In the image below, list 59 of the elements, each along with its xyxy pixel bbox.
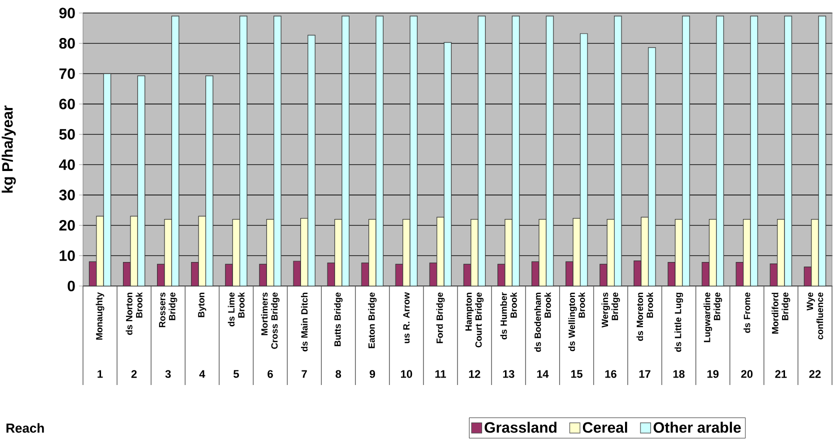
y-tick-label: 10 <box>60 250 75 261</box>
x-tick-label: Eaton Bridge <box>368 292 377 348</box>
text: 2 <box>131 370 137 378</box>
x-tick-label: ds Little Lugg <box>674 292 684 352</box>
text: Reach <box>6 423 44 433</box>
y-tick-label: 40 <box>59 159 75 170</box>
y-axis-title: kg P/ha/year <box>2 106 16 193</box>
text: 20 <box>741 370 753 378</box>
text: 12 <box>469 370 480 378</box>
text: 8 <box>336 370 342 378</box>
text: 6 <box>268 370 273 378</box>
text: 14 <box>537 370 549 378</box>
text: 17 <box>639 370 650 378</box>
y-tick-label: 60 <box>59 98 75 110</box>
text: 16 <box>605 370 616 378</box>
text: 15 <box>571 370 582 378</box>
x-tick-label: Wergins Bridge <box>601 292 620 328</box>
text: 9 <box>370 370 376 378</box>
x-tick-label: ds Wellington Brook <box>568 292 585 352</box>
x-tick-label: Ford Bridge <box>436 292 445 344</box>
y-tick-label: 80 <box>59 38 75 49</box>
y-tick-label: 70 <box>59 68 75 79</box>
text: 11 <box>435 370 446 378</box>
x-tick-label: ds Main Ditch <box>300 292 308 352</box>
y-tick-label: 50 <box>59 129 75 140</box>
x-tick-label: Wye confluence <box>806 292 824 340</box>
text: 4 <box>199 370 206 378</box>
text: 7 <box>302 370 307 378</box>
x-tick-label: ds Frome <box>744 292 750 333</box>
text: 1 <box>98 370 103 378</box>
x-tick-label: us R. Arrow <box>403 292 410 344</box>
y-tick-label: 30 <box>59 190 75 200</box>
x-tick-label: Byton <box>198 292 206 318</box>
text: 13 <box>503 370 514 378</box>
x-tick-label: ds Lime Brook <box>228 292 245 326</box>
text: 5 <box>233 370 239 378</box>
x-tick-label: Hampton Court Bridge <box>465 292 484 348</box>
text: 21 <box>775 370 787 378</box>
legend-label: Cereal <box>582 422 628 433</box>
x-tick-label: ds Bodenham Brook <box>534 292 551 352</box>
y-tick-label: 90 <box>59 8 75 18</box>
y-tick-label: 0 <box>68 280 75 292</box>
x-tick-label: ds Moreton Brook <box>636 292 654 341</box>
x-tick-label: Butts Bridge <box>334 292 343 346</box>
x-tick-label: ds Humber Brook <box>500 292 517 340</box>
x-tick-label: Lugwardine Bridge <box>704 292 722 342</box>
legend-label: Grassland <box>484 422 556 433</box>
text: 19 <box>707 370 719 378</box>
text: 18 <box>673 370 685 378</box>
x-tick-label: Monaughty <box>96 292 104 340</box>
x-tick-label: Rossers Bridge <box>159 292 178 328</box>
text: 3 <box>165 370 171 378</box>
x-tick-label: Mordiford Bridge <box>772 292 790 334</box>
x-tick-label: Mortimers Cross Bridge <box>261 292 280 349</box>
y-tick-label: 20 <box>59 220 75 231</box>
x-tick-label: ds Norton Brook <box>126 292 142 335</box>
text: 22 <box>809 370 821 378</box>
text: 10 <box>401 370 412 378</box>
legend-label: Other arable <box>654 422 741 433</box>
